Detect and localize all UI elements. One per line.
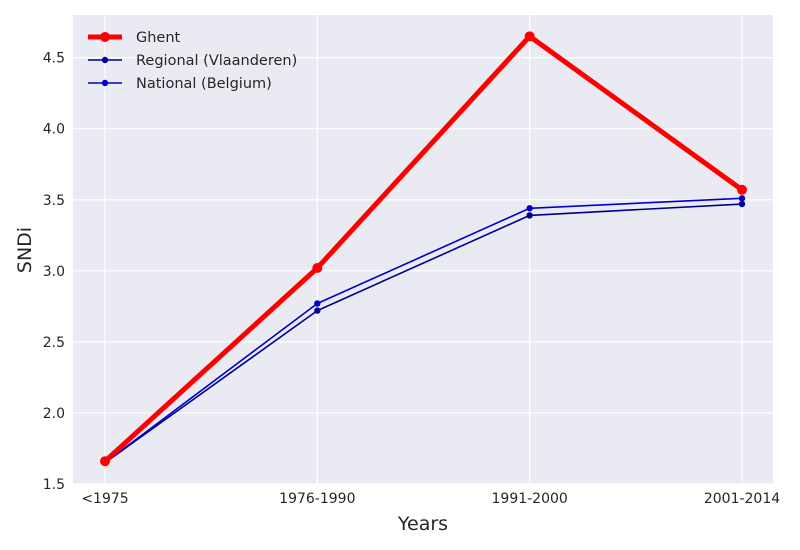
x-axis-label: Years (397, 513, 448, 535)
series-group (100, 31, 747, 467)
legend-label-regional-vlaanderen: Regional (Vlaanderen) (136, 53, 297, 69)
y-axis-label: SNDi (14, 227, 36, 273)
x-tick-label: <1975 (81, 491, 128, 507)
legend-marker-national-belgium (101, 79, 109, 87)
data-point-regional-vlaanderen (526, 212, 533, 219)
legend-marker-ghent (100, 32, 110, 42)
plot-background (73, 15, 773, 484)
x-tick-labels: <1975 1976-1990 1991-2000 2001-2014 (81, 491, 780, 507)
series-line-ghent (102, 33, 745, 464)
x-tick-label: 1976-1990 (279, 491, 355, 507)
x-tick-label: 2001-2014 (704, 491, 780, 507)
data-point-national-belgium (314, 300, 321, 307)
legend-label-ghent: Ghent (136, 30, 181, 46)
data-point-regional-vlaanderen (738, 200, 746, 208)
y-tick-label: 1.5 (43, 477, 65, 493)
data-point-regional-vlaanderen (314, 307, 321, 314)
series-line-national-belgium (104, 197, 743, 464)
y-tick-labels: 1.5 2.0 2.5 3.0 3.5 4.0 4.5 (43, 51, 65, 493)
gridlines (73, 15, 773, 485)
y-tick-label: 2.0 (43, 406, 65, 422)
data-point-ghent (737, 184, 747, 195)
x-tick-label: 1991-2000 (492, 491, 568, 507)
y-tick-label: 2.5 (43, 335, 65, 351)
legend: Ghent Regional (Vlaanderen) National (Belg… (88, 30, 297, 92)
data-point-ghent (312, 262, 323, 273)
y-tick-label: 3.5 (43, 193, 65, 209)
y-tick-label: 4.5 (43, 51, 65, 67)
y-tick-label: 3.0 (43, 264, 65, 280)
data-point-national-belgium (526, 205, 533, 212)
legend-marker-regional-vlaanderen (101, 56, 109, 64)
data-point-national-belgium (738, 195, 746, 202)
data-point-ghent (100, 456, 110, 467)
legend-label-national-belgium: National (Belgium) (136, 76, 272, 92)
series-line-regional-vlaanderen (104, 203, 743, 464)
data-point-ghent (524, 31, 535, 42)
y-tick-label: 4.0 (43, 122, 65, 138)
